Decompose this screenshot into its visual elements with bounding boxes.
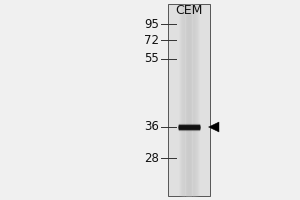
Polygon shape (208, 122, 219, 132)
Bar (168, 4, 210, 196)
Text: 95: 95 (144, 18, 159, 30)
Text: CEM: CEM (175, 3, 203, 17)
Text: 28: 28 (144, 152, 159, 164)
Text: 36: 36 (144, 120, 159, 134)
Text: 55: 55 (144, 52, 159, 66)
Text: 72: 72 (144, 33, 159, 46)
